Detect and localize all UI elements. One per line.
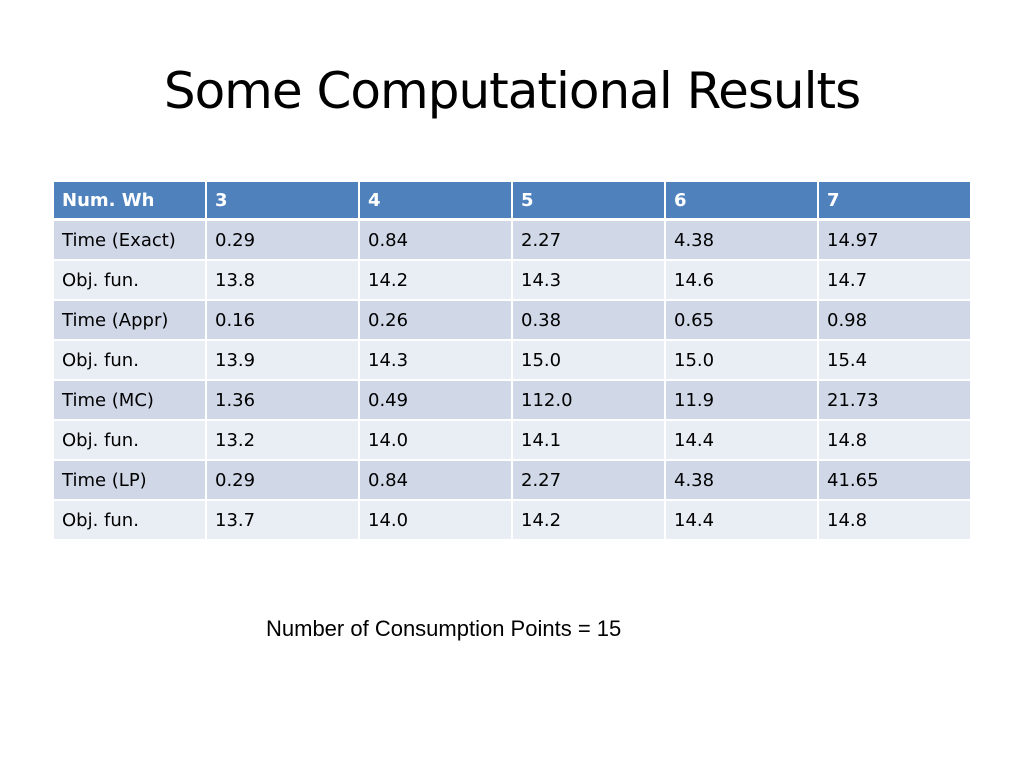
table-cell: 14.3 [358,339,513,381]
table-cell: 0.65 [664,299,819,341]
table-cell: 14.7 [817,259,972,301]
row-label-cell: Time (Appr) [52,299,207,341]
table-cell: 0.29 [205,218,360,261]
table-cell: 14.6 [664,259,819,301]
header-cell: 3 [205,180,360,221]
table-cell: 14.8 [817,419,972,461]
table-cell: 14.97 [817,218,972,261]
table-cell: 0.38 [511,299,666,341]
table-cell: 13.7 [205,499,360,541]
table-cell: 0.98 [817,299,972,341]
table-cell: 14.3 [511,259,666,301]
header-cell: 5 [511,180,666,221]
table-row: Obj. fun. 13.9 14.3 15.0 15.0 15.4 [52,339,972,381]
consumption-points-note: Number of Consumption Points = 15 [266,616,622,641]
table-row: Time (MC) 1.36 0.49 112.0 11.9 21.73 [52,379,972,421]
table-cell: 0.26 [358,299,513,341]
table-cell: 15.4 [817,339,972,381]
table-cell: 2.27 [511,218,666,261]
table-cell: 14.4 [664,499,819,541]
header-cell: 4 [358,180,513,221]
table-cell: 14.4 [664,419,819,461]
table-cell: 14.0 [358,499,513,541]
table-cell: 14.2 [511,499,666,541]
header-cell: 7 [817,180,972,221]
table-cell: 14.2 [358,259,513,301]
table-header-row: Num. Wh 3 4 5 6 7 [52,180,972,221]
table-cell: 14.8 [817,499,972,541]
table-cell: 13.8 [205,259,360,301]
slide-title: Some Computational Results [163,62,861,120]
table-row: Time (Appr) 0.16 0.26 0.38 0.65 0.98 [52,299,972,341]
table-cell: 15.0 [664,339,819,381]
header-cell-label: Num. Wh [52,180,207,221]
table-cell: 13.9 [205,339,360,381]
table-cell: 0.16 [205,299,360,341]
row-label-cell: Time (Exact) [52,218,207,261]
row-label-cell: Obj. fun. [52,259,207,301]
table-cell: 13.2 [205,419,360,461]
table-cell: 41.65 [817,459,972,501]
table-cell: 15.0 [511,339,666,381]
table-cell: 0.29 [205,459,360,501]
table-cell: 0.84 [358,459,513,501]
table-cell: 4.38 [664,218,819,261]
table-cell: 0.49 [358,379,513,421]
table-cell: 14.1 [511,419,666,461]
header-cell: 6 [664,180,819,221]
row-label-cell: Obj. fun. [52,339,207,381]
table-cell: 0.84 [358,218,513,261]
table-cell: 21.73 [817,379,972,421]
row-label-cell: Time (LP) [52,459,207,501]
table-cell: 1.36 [205,379,360,421]
row-label-cell: Obj. fun. [52,499,207,541]
table-row: Time (Exact) 0.29 0.84 2.27 4.38 14.97 [52,218,972,261]
table-row: Obj. fun. 13.8 14.2 14.3 14.6 14.7 [52,259,972,301]
table-row: Obj. fun. 13.2 14.0 14.1 14.4 14.8 [52,419,972,461]
table-cell: 11.9 [664,379,819,421]
table-cell: 4.38 [664,459,819,501]
row-label-cell: Time (MC) [52,379,207,421]
row-label-cell: Obj. fun. [52,419,207,461]
table-row: Obj. fun. 13.7 14.0 14.2 14.4 14.8 [52,499,972,541]
results-table: Num. Wh 3 4 5 6 7 Time (Exact) 0.29 0.84 2.27 4.3… [52,180,972,541]
table-cell: 2.27 [511,459,666,501]
table-row: Time (LP) 0.29 0.84 2.27 4.38 41.65 [52,459,972,501]
table-cell: 112.0 [511,379,666,421]
table-cell: 14.0 [358,419,513,461]
table-body: Time (Exact) 0.29 0.84 2.27 4.38 14.97 Obj. fu… [52,218,972,541]
